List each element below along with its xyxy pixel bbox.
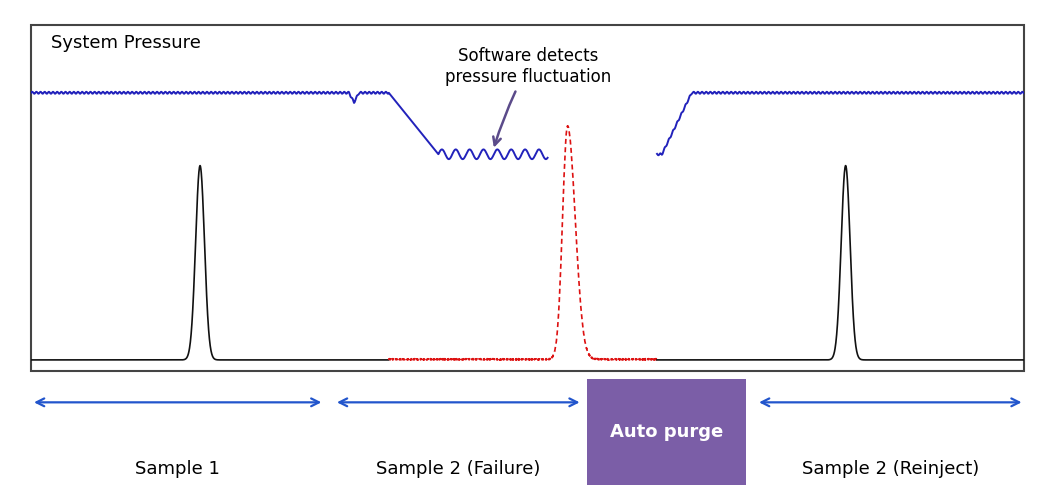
Text: Software detects
pressure fluctuation: Software detects pressure fluctuation	[445, 48, 610, 145]
Text: Auto purge: Auto purge	[610, 423, 724, 441]
Text: Sample 2 (Failure): Sample 2 (Failure)	[376, 460, 541, 478]
Text: System Pressure: System Pressure	[51, 35, 201, 52]
Text: Sample 1: Sample 1	[135, 460, 220, 478]
FancyBboxPatch shape	[588, 379, 747, 486]
Text: Sample 2 (Reinject): Sample 2 (Reinject)	[802, 460, 979, 478]
